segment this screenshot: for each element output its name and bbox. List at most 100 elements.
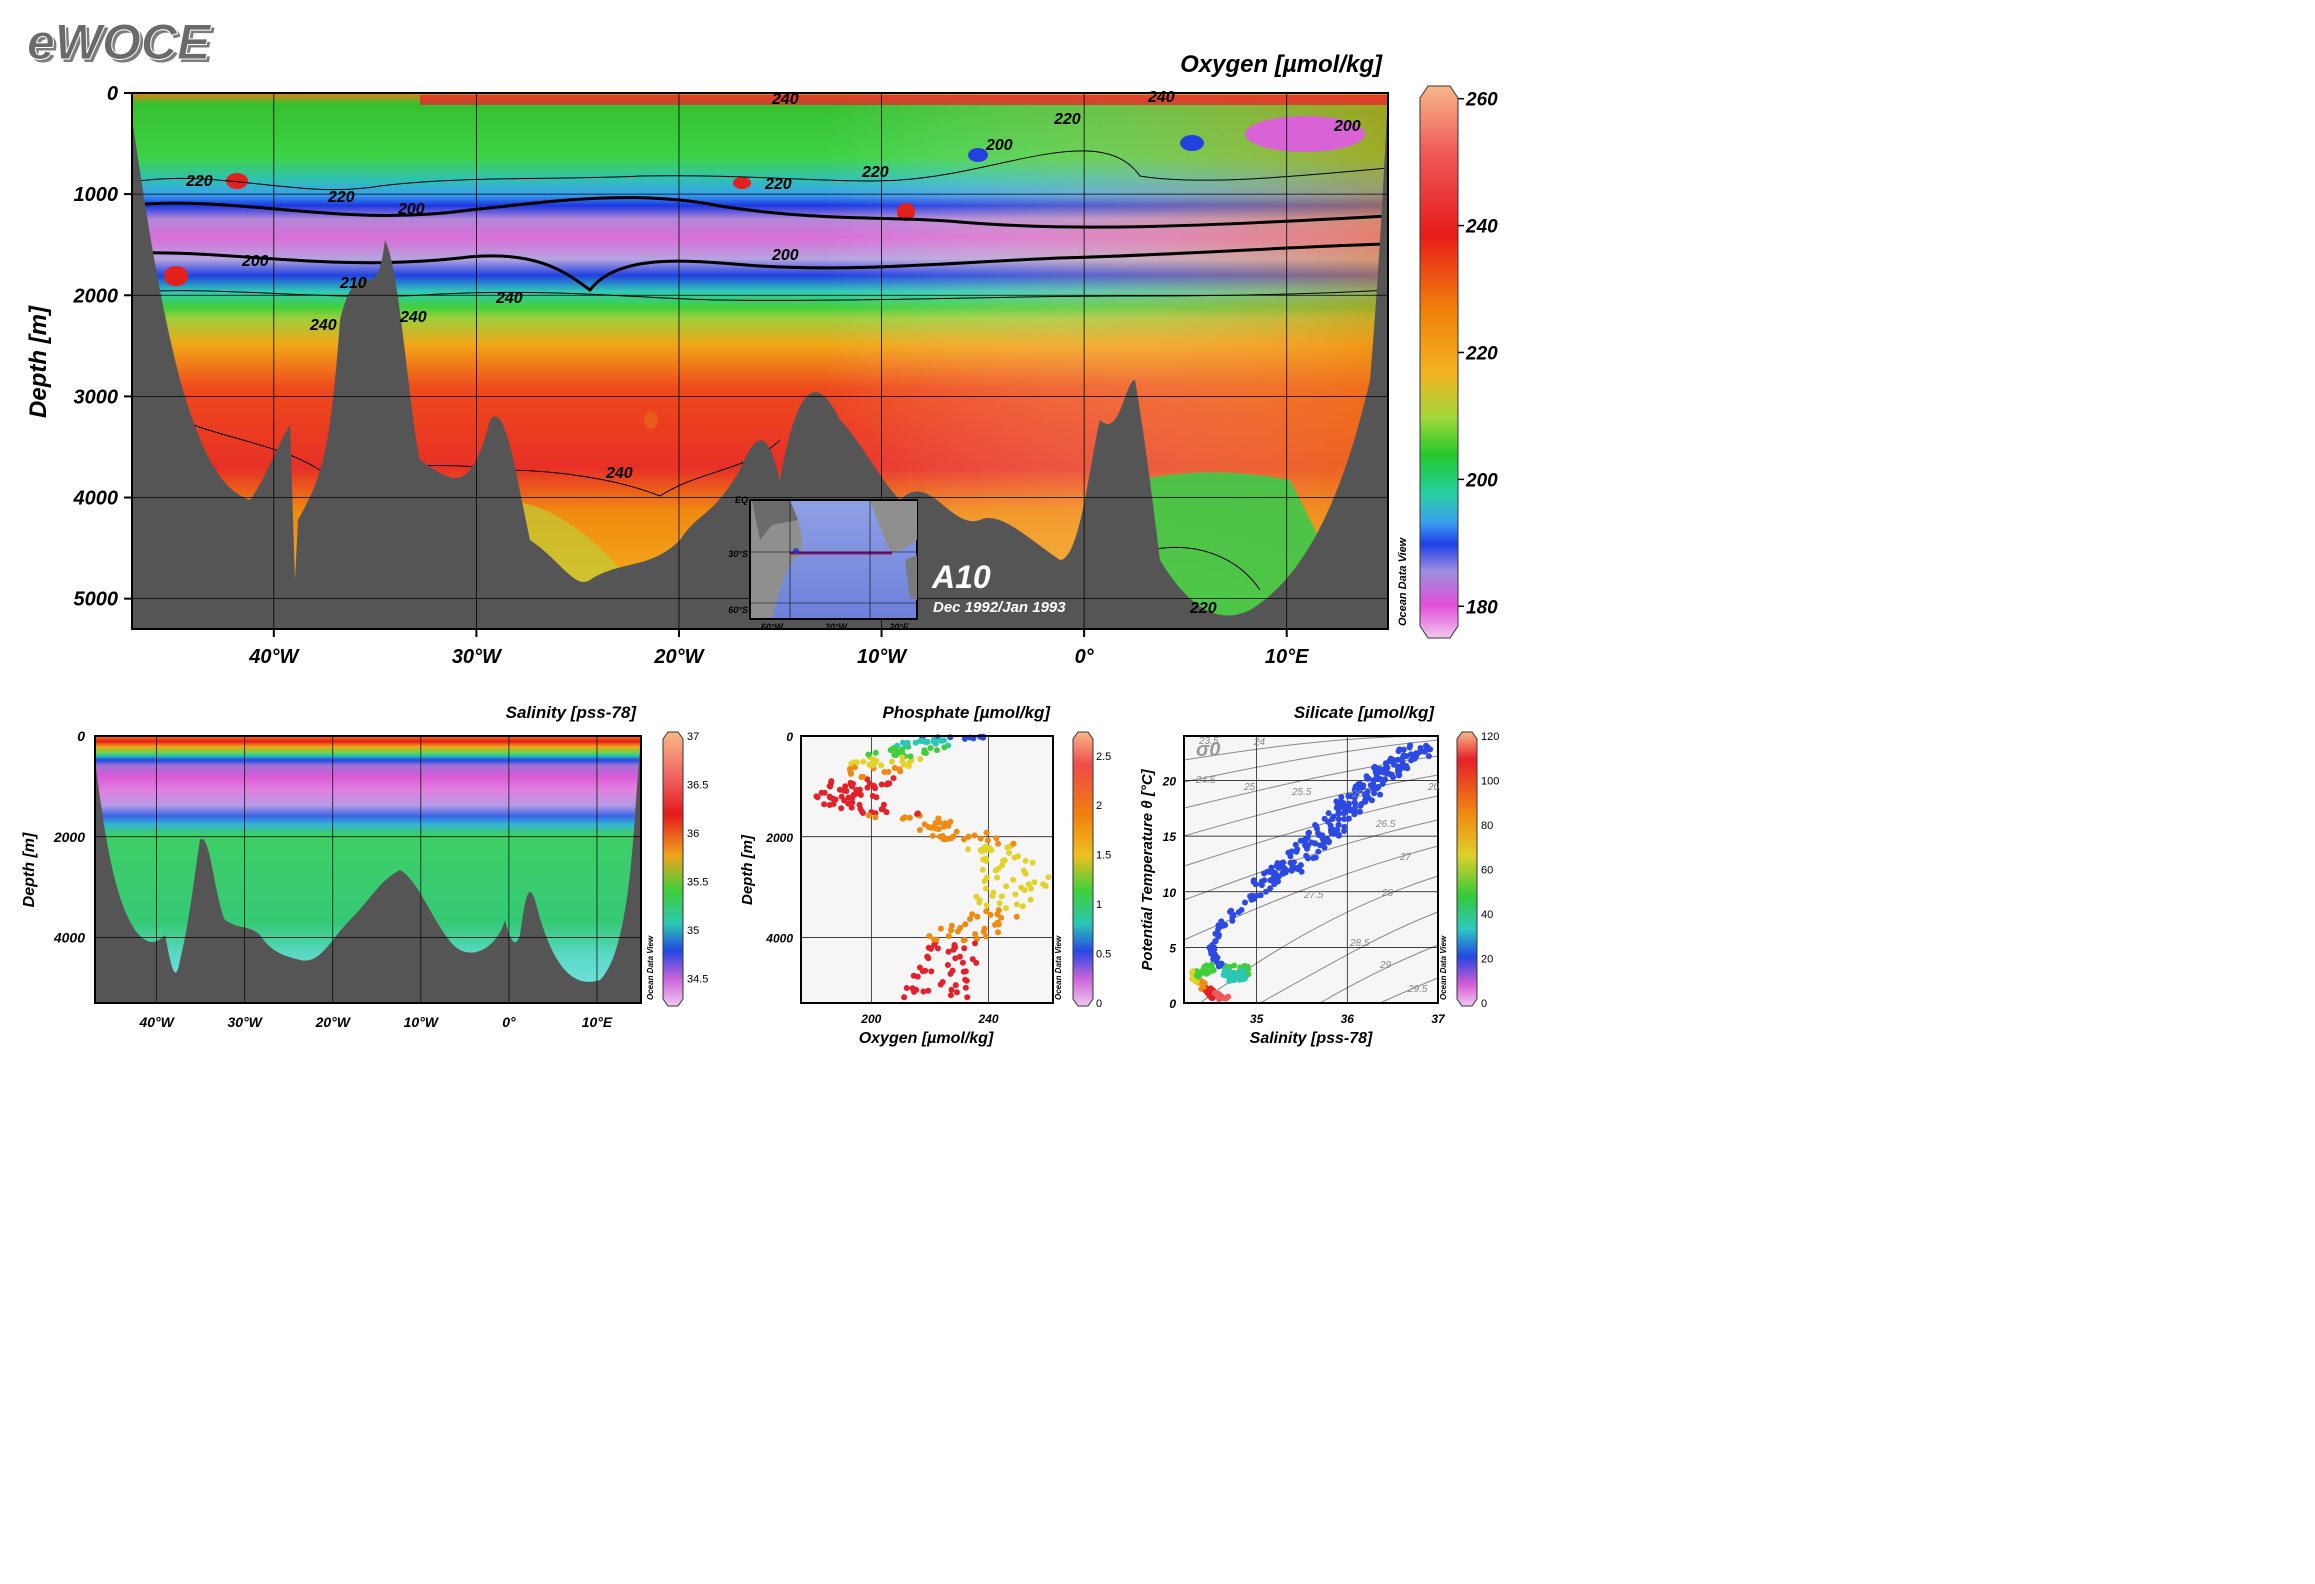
data-point [1227,908,1233,915]
oxygen-field [132,93,1388,629]
data-point [1361,791,1368,798]
data-point [937,981,944,988]
colorbar-label: 2.5 [1096,751,1111,763]
data-point [1215,932,1222,938]
colorbar-label: 200 [1465,470,1498,491]
data-point [860,773,867,780]
data-point [1311,840,1318,847]
data-point [889,758,895,765]
data-point [896,766,903,773]
data-point [860,758,867,765]
data-point [891,765,898,771]
data-point [1338,794,1345,801]
data-point [1305,830,1312,837]
data-point [1304,855,1311,862]
seafloor-bathymetry [132,93,1388,629]
y-tick-label: 0 [77,728,85,744]
data-point [850,780,856,787]
data-point [1226,978,1233,984]
data-point [947,992,954,999]
data-point [1427,746,1434,753]
colorbar-label: 35.5 [687,877,708,889]
data-point [1262,888,1269,895]
data-point [841,787,848,794]
data-point [821,801,828,808]
data-point [960,968,967,975]
data-point [1042,883,1049,889]
data-point [962,984,969,991]
y-tick-label: 3000 [74,386,119,408]
isopycnal-lines [1183,735,1439,1004]
data-point [1208,948,1215,955]
data-point [965,846,971,853]
data-point [964,994,971,1001]
data-point [1335,821,1342,828]
data-point [821,789,828,796]
salinity-gridlines [95,735,641,1003]
data-point [945,933,952,939]
data-point [918,737,925,744]
colorbar-label: 100 [1481,776,1499,788]
data-point [1010,840,1017,847]
phosphate-title: Phosphate [µmol/kg] [882,703,1051,722]
colorbar-label: 34.5 [687,974,708,986]
data-point [1312,854,1319,861]
data-point [1363,773,1370,780]
data-point [1372,776,1379,783]
salinity-colorbar [662,731,684,1007]
isopycnal-label: 28.5 [1349,938,1370,949]
data-point [1200,984,1207,991]
colorbar-label: 35 [687,925,699,937]
data-point [1341,823,1348,830]
data-point [928,968,935,975]
phosphate-plot-area [801,736,1053,1003]
data-point [977,847,984,854]
data-point [1003,883,1010,890]
silicate-x-ticks: 35 36 37 [1250,1012,1446,1026]
data-point [912,739,919,746]
data-point [838,805,845,812]
data-point [948,922,955,929]
data-point [1296,866,1303,873]
data-point [952,955,959,962]
data-point [1241,975,1247,982]
data-point [1217,923,1223,930]
salinity-colorbar-ticks: 37 36.5 36 35.5 35 34.5 [687,731,708,986]
data-point [1413,750,1420,757]
data-point [848,804,855,811]
contour-label: 240 [771,91,799,108]
data-point [1225,969,1232,976]
data-point [945,948,952,955]
x-tick-label: 30°W [452,646,503,668]
colorbar-label: 2 [1096,800,1102,812]
data-point [842,783,849,790]
inset-lon-label: 60°W [761,622,785,632]
data-point [1356,808,1363,815]
phosphate-scatter [813,733,1052,1001]
data-point [983,874,990,881]
y-tick-label: 15 [1163,830,1177,844]
y-tick-label: 2000 [765,831,793,845]
contour-label: 220 [861,164,889,181]
isopycnal-label: 27 [1399,852,1412,863]
data-point [1297,837,1304,844]
contour-label: 200 [985,137,1013,154]
data-point [974,913,981,920]
data-point [1390,774,1397,781]
data-point [867,761,874,767]
data-point [969,911,976,918]
data-point [983,933,989,940]
phosphate-colorbar-ticks: 2.5 2 1.5 1 0.5 0 [1096,751,1111,1010]
data-point [983,829,990,836]
data-point [1346,800,1352,807]
data-point [1213,955,1220,962]
main-x-ticks: 40°W 30°W 20°W 10°W 0° 10°E [248,629,1309,668]
data-point [851,764,858,771]
data-point [922,750,929,756]
colorbar-label: 36.5 [687,780,708,792]
data-point [1396,767,1403,773]
data-point [973,893,980,900]
silicate-colorbar-ticks: 120 100 80 60 40 20 0 [1481,731,1499,1010]
y-tick-label: 4000 [765,932,793,946]
